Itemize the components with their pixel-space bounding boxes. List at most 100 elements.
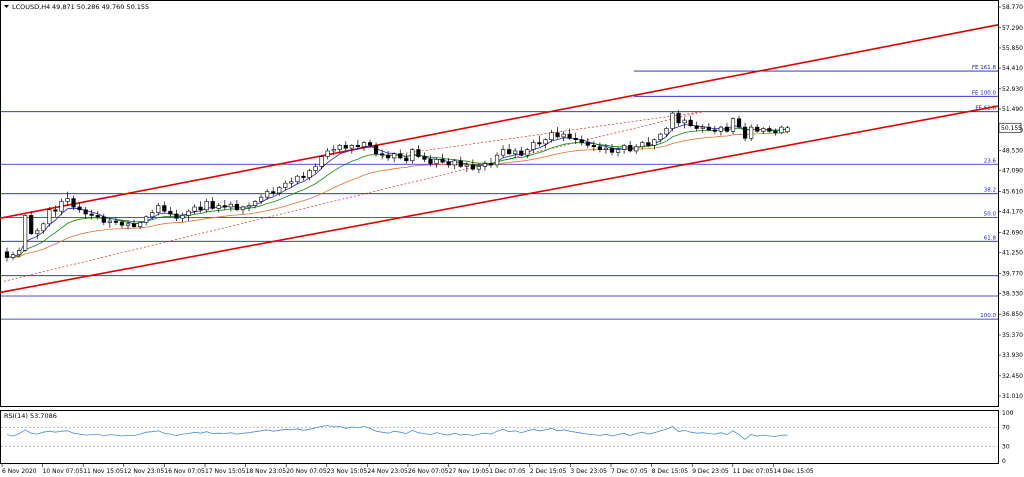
candle bbox=[615, 146, 621, 157]
candle bbox=[392, 152, 397, 163]
rsi-level-label: 70 bbox=[1002, 424, 1010, 431]
candle-body bbox=[156, 205, 161, 213]
time-tick-label: 20 Nov 07:05 bbox=[286, 468, 327, 475]
candle-body bbox=[289, 181, 294, 184]
candle bbox=[452, 159, 457, 170]
fib-swing-line[interactable] bbox=[382, 111, 703, 157]
candle bbox=[252, 199, 258, 209]
candle-body bbox=[773, 131, 778, 134]
candle bbox=[234, 199, 240, 212]
candle bbox=[283, 180, 288, 191]
time-tick-label: 14 Dec 15:05 bbox=[773, 468, 814, 475]
fibonacci-levels[interactable]: FE 161.8FE 100.0FE 61.823.638.250.061.81… bbox=[1, 65, 998, 320]
candle bbox=[652, 138, 657, 150]
candle bbox=[500, 145, 506, 158]
candle bbox=[482, 160, 488, 171]
candle-body bbox=[119, 222, 125, 226]
candle bbox=[16, 247, 22, 258]
candle bbox=[23, 214, 28, 252]
candle-body bbox=[543, 139, 548, 145]
candle-body bbox=[47, 209, 52, 225]
candle-body bbox=[428, 159, 433, 164]
rsi-level-label: 30 bbox=[1002, 444, 1010, 451]
candle-body bbox=[742, 126, 748, 139]
candle-body bbox=[343, 145, 348, 149]
candle bbox=[29, 211, 34, 236]
candle bbox=[41, 222, 46, 234]
candle-body bbox=[507, 149, 512, 155]
candle bbox=[125, 221, 131, 230]
candle-body bbox=[392, 153, 397, 159]
candle-body bbox=[755, 126, 760, 132]
candle-body bbox=[767, 128, 772, 132]
channel-lower-line[interactable] bbox=[0, 105, 999, 294]
candle-body bbox=[718, 126, 723, 132]
candle-body bbox=[603, 147, 609, 150]
time-tick-label: 26 Nov 07:05 bbox=[408, 468, 449, 475]
candle bbox=[337, 143, 342, 153]
candle-body bbox=[749, 126, 754, 139]
trend-channel[interactable] bbox=[0, 24, 999, 294]
moving-averages bbox=[6, 124, 788, 258]
candle bbox=[422, 152, 427, 163]
candle bbox=[379, 149, 385, 160]
candle bbox=[603, 143, 609, 154]
candle-body bbox=[470, 164, 475, 170]
time-axis[interactable]: 6 Nov 2020 10 Nov 07:05 11 Nov 15:05 12 Nov… bbox=[1, 464, 814, 475]
candle bbox=[718, 125, 723, 136]
candle bbox=[742, 122, 748, 142]
candle-body bbox=[41, 223, 46, 232]
candle-body bbox=[319, 156, 324, 167]
candle-body bbox=[355, 145, 361, 148]
candle bbox=[767, 125, 772, 133]
candle-body bbox=[706, 126, 711, 131]
candle-body bbox=[307, 170, 312, 178]
candle-body bbox=[295, 175, 300, 183]
candle-body bbox=[277, 187, 282, 194]
candle-body bbox=[416, 149, 421, 157]
candle bbox=[634, 143, 639, 154]
candle-body bbox=[331, 149, 336, 152]
candle bbox=[10, 251, 16, 261]
candle-body bbox=[258, 196, 264, 202]
candle-body bbox=[591, 145, 596, 148]
candle-body bbox=[4, 251, 10, 258]
candle bbox=[464, 162, 469, 172]
candle bbox=[694, 121, 699, 132]
candle bbox=[343, 141, 348, 151]
candle-body bbox=[513, 150, 518, 155]
candle bbox=[331, 145, 336, 156]
time-tick-label: 23 Nov 15:05 bbox=[327, 468, 368, 475]
candle-body bbox=[222, 205, 227, 208]
candle-body bbox=[174, 213, 179, 219]
candle bbox=[724, 122, 730, 133]
candle bbox=[210, 197, 215, 210]
candle-body bbox=[712, 129, 717, 132]
price-tick-label: 58.770 bbox=[1002, 4, 1023, 11]
price-tick-label: 42.690 bbox=[1002, 229, 1023, 236]
candle bbox=[428, 155, 433, 167]
candle-body bbox=[83, 209, 88, 215]
candle bbox=[646, 136, 651, 147]
candle-body bbox=[65, 198, 70, 202]
price-tick-label: 51.490 bbox=[1002, 106, 1023, 113]
candle bbox=[597, 142, 602, 153]
price-tick-label: 55.850 bbox=[1002, 45, 1023, 52]
candle-body bbox=[609, 147, 615, 153]
candle bbox=[47, 207, 52, 227]
time-tick-label: 3 Dec 23:05 bbox=[570, 468, 607, 475]
candle bbox=[609, 143, 615, 156]
chevron-down-icon[interactable] bbox=[4, 5, 9, 8]
candle bbox=[367, 139, 373, 149]
candle-body bbox=[458, 160, 463, 167]
candle bbox=[138, 221, 143, 230]
price-tick-label: 54.410 bbox=[1002, 65, 1023, 72]
candle-body bbox=[138, 222, 143, 227]
candle bbox=[313, 163, 318, 174]
candle-body bbox=[373, 145, 379, 155]
channel-upper-line[interactable] bbox=[0, 24, 999, 219]
candle bbox=[688, 115, 693, 128]
price-axis[interactable]: 58.77057.29055.85054.41052.93051.49050.0… bbox=[998, 4, 1023, 400]
candle bbox=[700, 124, 705, 133]
